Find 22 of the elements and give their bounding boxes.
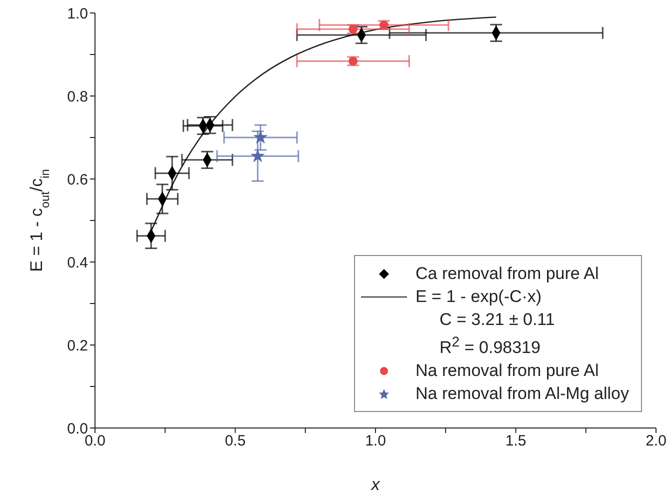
annotation: R$^{2}$ = 0.98319	[439, 334, 540, 357]
legend-label: Ca removal from pure Al	[415, 263, 599, 286]
x-axis-title: x	[370, 475, 380, 494]
y-tick-label: 1.0	[67, 5, 88, 22]
annotation: C = 3.21 ± 0.11	[439, 310, 555, 330]
legend-label: Na removal from Al-Mg alloy	[415, 383, 629, 405]
legend-label: Na removal from pure Al	[415, 360, 599, 382]
point	[348, 56, 358, 66]
x-tick-label: 0.5	[224, 432, 246, 450]
y-tick-label: 0.4	[67, 254, 88, 272]
point	[379, 20, 388, 30]
point	[348, 24, 358, 34]
x-tick-label: 1.5	[505, 432, 526, 450]
y-tick-label: 0.8	[67, 88, 88, 106]
x-tick-label: 2.0	[646, 432, 666, 450]
legend-label: E = 1 - exp(-C·x)	[415, 286, 542, 308]
point	[253, 130, 268, 144]
x-tick-label: 1.0	[365, 432, 386, 450]
point	[250, 148, 265, 162]
y-tick-label: 0.2	[67, 337, 88, 354]
x-tick-label: 0.0	[84, 432, 106, 450]
y-tick-label: 0.6	[67, 171, 88, 188]
